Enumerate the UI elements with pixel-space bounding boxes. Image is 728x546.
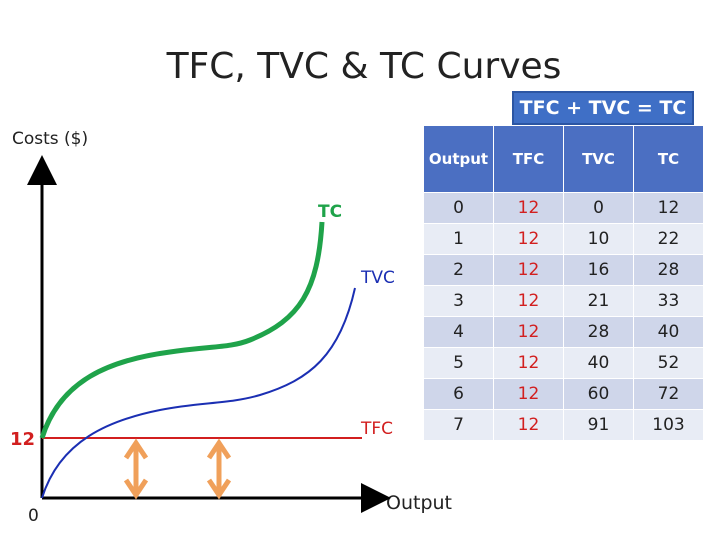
table-row: 7 12 91 103 [423, 409, 704, 441]
cell-tc: 103 [633, 409, 704, 441]
cell-tc: 12 [633, 192, 704, 224]
col-header-tfc: TFC [493, 125, 564, 193]
cell-tfc: 12 [493, 192, 564, 224]
tc-curve [39, 221, 325, 439]
tc-curve-label: TC [318, 202, 343, 222]
y-axis-label: Costs ($) [12, 129, 89, 149]
table-row: 6 12 60 72 [423, 378, 704, 410]
cell-tc: 33 [633, 285, 704, 317]
cell-tc: 28 [633, 254, 704, 286]
tvc-curve-label: TVC [361, 268, 395, 288]
page-title: TFC, TVC & TC Curves [166, 46, 562, 87]
tvc-curve [41, 287, 356, 499]
cell-output: 3 [423, 285, 494, 317]
origin-label: 0 [28, 506, 39, 526]
table-row: 3 12 21 33 [423, 285, 704, 317]
cell-tc: 40 [633, 316, 704, 348]
cell-tvc: 60 [563, 378, 634, 410]
table-row: 4 12 28 40 [423, 316, 704, 348]
col-header-tc: TC [633, 125, 704, 193]
cell-output: 2 [423, 254, 494, 286]
cell-tfc: 12 [493, 223, 564, 255]
cell-tfc: 12 [493, 285, 564, 317]
cell-tvc: 28 [563, 316, 634, 348]
y-tick-label-12: 12 [10, 429, 36, 450]
cell-tc: 52 [633, 347, 704, 379]
cell-output: 7 [423, 409, 494, 441]
cell-tfc: 12 [493, 316, 564, 348]
cell-output: 5 [423, 347, 494, 379]
cell-tvc: 91 [563, 409, 634, 441]
table-row: 1 12 10 22 [423, 223, 704, 255]
cell-output: 0 [423, 192, 494, 224]
gap-arrow-2 [206, 438, 232, 500]
col-header-output: Output [423, 125, 494, 193]
cell-tvc: 21 [563, 285, 634, 317]
table-row: 0 12 0 12 [423, 192, 704, 224]
cell-output: 1 [423, 223, 494, 255]
cost-table: Output TFC TVC TC 0 12 0 12 1 12 10 22 2 12 16 28 3 1… [423, 125, 704, 441]
cell-tc: 72 [633, 378, 704, 410]
cell-tfc: 12 [493, 409, 564, 441]
cell-tc: 22 [633, 223, 704, 255]
tfc-curve-label: TFC [361, 419, 394, 439]
table-header-row: Output TFC TVC TC [423, 125, 704, 193]
cell-tfc: 12 [493, 347, 564, 379]
cell-tvc: 0 [563, 192, 634, 224]
x-axis-label: Output [386, 492, 452, 514]
cell-output: 6 [423, 378, 494, 410]
cell-tvc: 10 [563, 223, 634, 255]
cell-tvc: 40 [563, 347, 634, 379]
cell-tfc: 12 [493, 254, 564, 286]
cell-tfc: 12 [493, 378, 564, 410]
cell-output: 4 [423, 316, 494, 348]
table-row: 5 12 40 52 [423, 347, 704, 379]
table-row: 2 12 16 28 [423, 254, 704, 286]
formula-badge: TFC + TVC = TC [512, 91, 694, 125]
gap-arrow-1 [123, 438, 149, 500]
cell-tvc: 16 [563, 254, 634, 286]
col-header-tvc: TVC [563, 125, 634, 193]
